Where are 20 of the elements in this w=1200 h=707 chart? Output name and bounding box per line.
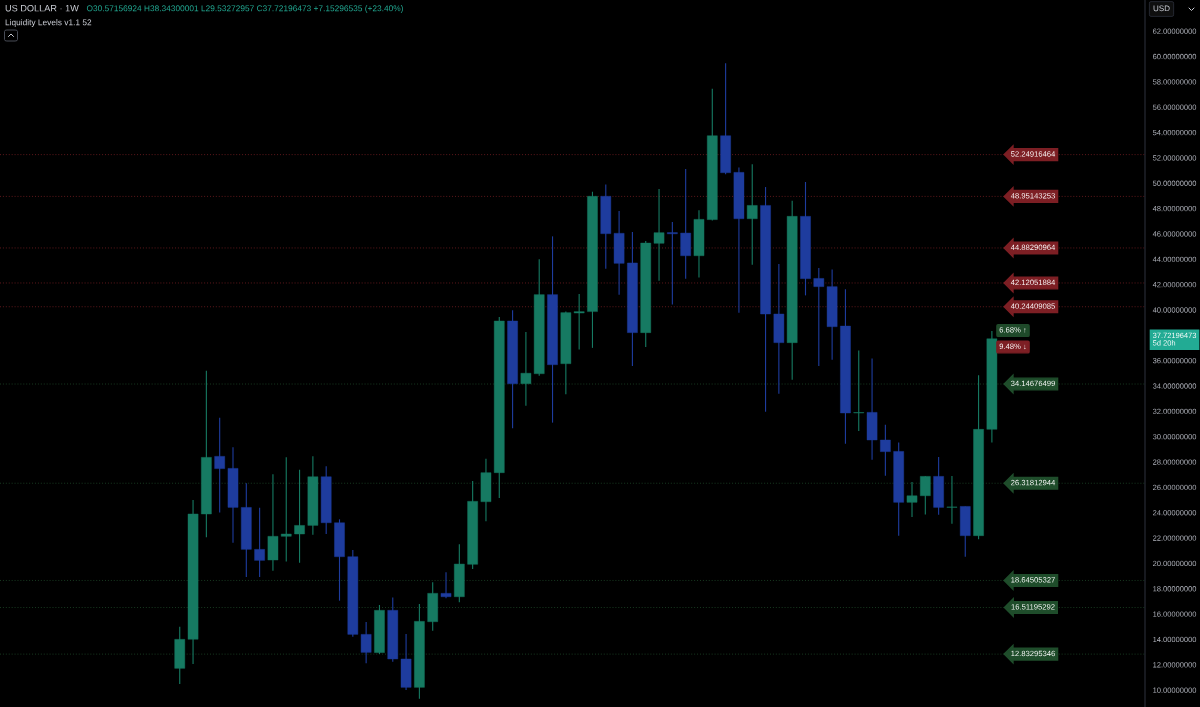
candlestick: [294, 469, 305, 564]
candlestick: [667, 221, 678, 305]
chart-title: US DOLLAR · 1W: [5, 4, 79, 12]
candlestick: [280, 456, 292, 562]
candlestick: [214, 417, 225, 514]
candlestick: [680, 168, 691, 280]
candlestick: [254, 507, 265, 578]
y-axis-title: USD: [1153, 5, 1170, 12]
candlestick: [746, 163, 758, 266]
candlestick: [267, 473, 279, 572]
candlestick: [920, 475, 931, 515]
candlestick: [653, 188, 665, 282]
candlestick: [853, 349, 865, 432]
candlestick: [946, 475, 958, 525]
annotation: O30.57156924 H38.34300001 L29.53272957 C37.72196473 +7.15296535 (+23.40%): [86, 5, 403, 13]
candlestick: [440, 571, 452, 599]
candlestick: [880, 424, 891, 477]
candlestick: [520, 331, 532, 407]
text: Liquidity Levels v1.1 52: [5, 19, 92, 27]
candlestick: [906, 481, 918, 518]
